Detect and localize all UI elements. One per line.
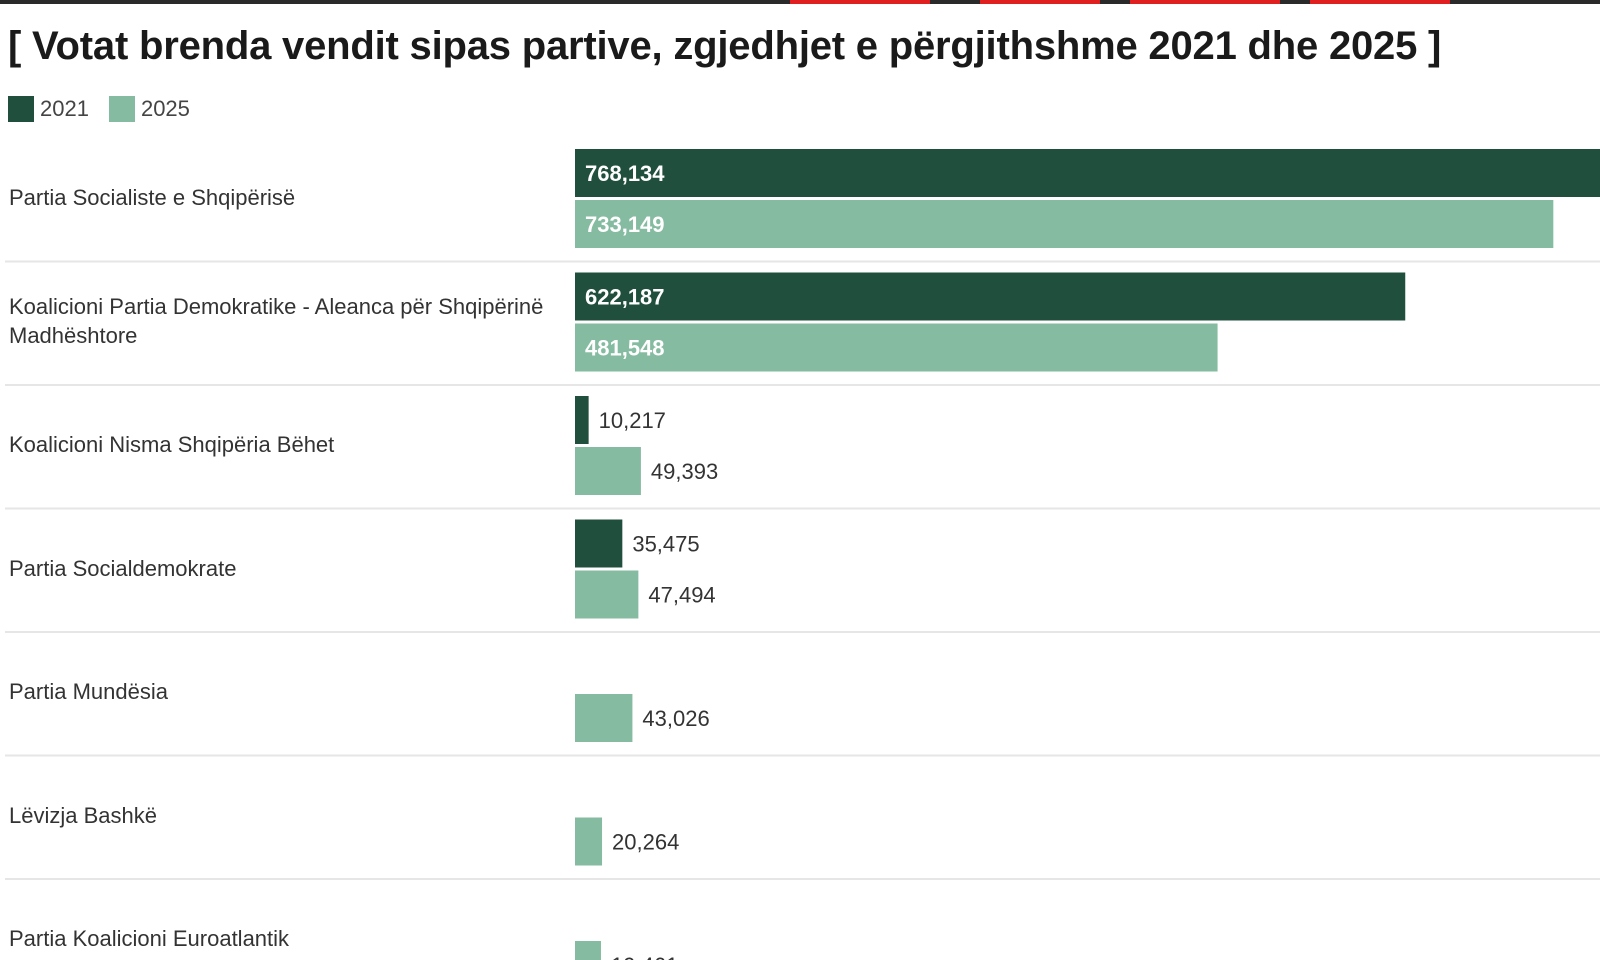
data-label-2021: 622,187 — [585, 285, 665, 310]
accent-segment — [980, 0, 1100, 4]
bar-2021 — [575, 272, 1406, 321]
accent-segment — [1310, 0, 1450, 4]
accent-segment — [790, 0, 930, 4]
legend-swatch-2021 — [8, 96, 34, 122]
data-label-2025: 19,461 — [611, 953, 678, 960]
top-accent-strip — [0, 0, 1600, 4]
chart-legend: 2021 2025 — [8, 96, 210, 122]
category-label: Lëvizja Bashkë — [9, 802, 157, 828]
bar-2021 — [575, 396, 589, 444]
bar-2025 — [575, 447, 641, 495]
data-label-2021: 35,475 — [632, 532, 699, 557]
legend-label-2021: 2021 — [40, 96, 89, 121]
data-label-2025: 733,149 — [585, 212, 665, 237]
data-label-2025: 47,494 — [648, 583, 715, 608]
data-label-2021: 768,134 — [585, 161, 665, 186]
accent-segment — [1130, 0, 1280, 4]
category-label: Partia Koalicioni Euroatlantik — [9, 926, 290, 952]
category-label: Koalicioni Nisma Shqipëria Bëhet — [9, 432, 335, 458]
data-label-2025: 43,026 — [642, 706, 709, 731]
data-label-2021: 10,217 — [599, 408, 666, 433]
bar-2025 — [575, 200, 1554, 248]
legend-label-2025: 2025 — [140, 96, 190, 121]
bar-2025 — [575, 694, 633, 742]
category-label: Partia Socialiste e Shqipërisë — [9, 185, 296, 211]
category-label: Koalicioni Partia Demokratike - Aleanca … — [9, 294, 544, 349]
bar-2025 — [575, 323, 1218, 372]
data-label-2025: 481,548 — [585, 336, 665, 361]
category-label: Partia Socialdemokrate — [9, 555, 237, 581]
bar-2021 — [575, 149, 1600, 197]
legend-swatch-2025 — [108, 96, 135, 122]
bar-2025 — [575, 817, 603, 866]
data-label-2025: 20,264 — [612, 830, 679, 855]
bar-2025 — [575, 570, 639, 619]
data-label-2025: 49,393 — [651, 459, 718, 484]
chart-title: [ Votat brenda vendit sipas partive, zgj… — [8, 24, 1442, 68]
category-label: Partia Mundësia — [9, 679, 168, 705]
bar-2025 — [575, 941, 601, 960]
bar-2021 — [575, 519, 623, 568]
legend-item-2021: 2021 — [8, 96, 89, 122]
legend-item-2025: 2025 — [108, 96, 190, 122]
